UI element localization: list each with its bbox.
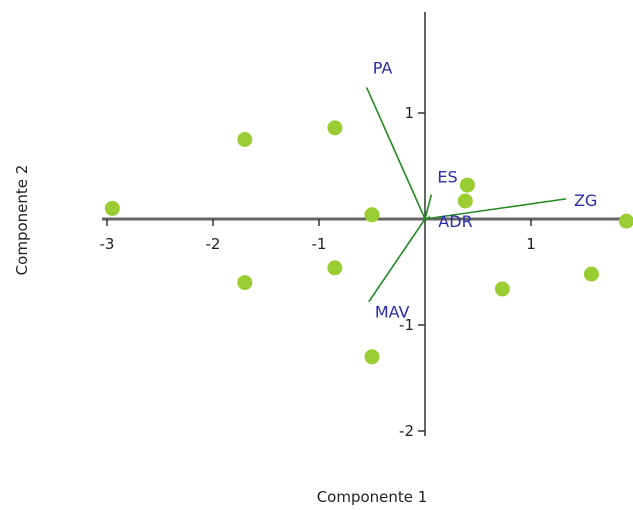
loading-vector-zg	[424, 198, 567, 220]
vector-label-adr: ADR	[438, 212, 472, 231]
loading-vector-es	[424, 194, 433, 220]
score-points	[104, 120, 633, 365]
score-point	[237, 275, 253, 291]
score-point	[618, 213, 633, 229]
loading-vectors	[365, 87, 567, 303]
vector-label-pa: PA	[373, 59, 393, 78]
score-point	[364, 207, 380, 223]
score-point	[327, 120, 343, 136]
score-point	[104, 200, 120, 216]
loading-vector-mav	[368, 218, 426, 303]
score-point	[459, 177, 475, 193]
vector-label-mav: MAV	[375, 303, 410, 322]
loading-vector-pa	[365, 87, 426, 220]
score-point	[583, 266, 599, 282]
axes: -3 -2 -1 1 -2 -1 1	[100, 12, 633, 440]
y-axis-title: Componente 2	[13, 165, 31, 276]
vector-label-zg: ZG	[574, 191, 597, 210]
score-point	[457, 193, 473, 209]
score-point	[327, 260, 343, 276]
x-tick-label: -3	[100, 235, 115, 253]
x-tick-label: 1	[526, 235, 536, 253]
y-tick-label: 1	[404, 104, 414, 122]
vector-labels: PA ES ADR ZG MAV	[373, 59, 598, 322]
x-tick-label: -1	[312, 235, 327, 253]
y-tick-label: -2	[399, 422, 414, 440]
x-tick-label: -2	[206, 235, 221, 253]
x-axis-title: Componente 1	[317, 488, 428, 506]
score-point	[237, 132, 253, 147]
vector-label-es: ES	[437, 168, 457, 187]
score-point	[364, 349, 380, 365]
y-tick-label: -1	[399, 316, 414, 334]
score-point	[494, 281, 510, 297]
